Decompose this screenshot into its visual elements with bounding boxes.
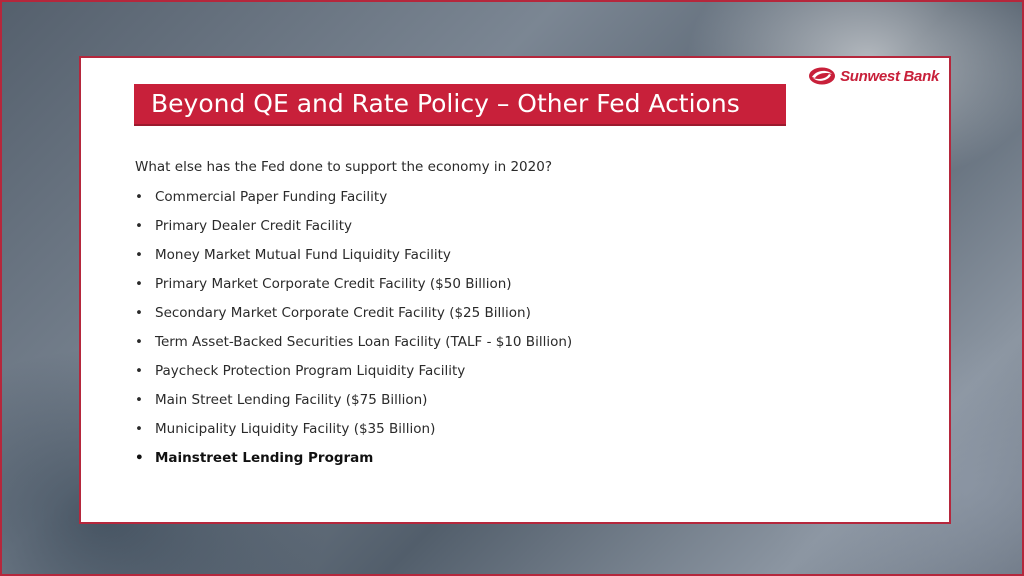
bullet-dot-icon: • (135, 392, 143, 408)
bullet-text: Primary Dealer Credit Facility (155, 218, 352, 234)
bullet-item: • Primary Dealer Credit Facility (131, 215, 572, 244)
bullet-dot-icon: • (135, 218, 143, 234)
sunwest-swirl-icon (809, 67, 836, 85)
bullet-item: • Main Street Lending Facility ($75 Billi… (131, 389, 572, 418)
bullet-item: • Term Asset-Backed Securities Loan Facil… (131, 331, 572, 360)
bullet-item: • Mainstreet Lending Program (131, 447, 572, 476)
logo-text: Sunwest Bank (840, 67, 939, 85)
bullet-dot-icon: • (135, 247, 143, 263)
bullet-text: Commercial Paper Funding Facility (155, 189, 388, 205)
bullet-text: Main Street Lending Facility ($75 Billio… (155, 392, 428, 408)
bullet-text: Municipality Liquidity Facility ($35 Bil… (155, 421, 436, 437)
slide-title: Beyond QE and Rate Policy – Other Fed Ac… (134, 84, 786, 126)
bullet-text: Secondary Market Corporate Credit Facili… (155, 305, 531, 321)
bullet-item: • Money Market Mutual Fund Liquidity Faci… (131, 244, 572, 273)
bullet-item: • Primary Market Corporate Credit Facilit… (131, 273, 572, 302)
bullet-dot-icon: • (135, 189, 143, 205)
bullet-dot-icon: • (135, 334, 143, 350)
bullet-item: • Commercial Paper Funding Facility (131, 186, 572, 215)
bullet-item: • Paycheck Protection Program Liquidity F… (131, 360, 572, 389)
bullet-item: • Municipality Liquidity Facility ($35 Bi… (131, 418, 572, 447)
bullet-text: Mainstreet Lending Program (155, 450, 374, 466)
bullet-text: Primary Market Corporate Credit Facility… (155, 276, 512, 292)
bullet-dot-icon: • (135, 450, 144, 466)
bullet-dot-icon: • (135, 276, 143, 292)
intro-question: What else has the Fed done to support th… (135, 159, 552, 175)
sunwest-bank-logo: Sunwest Bank (807, 64, 939, 88)
bullet-dot-icon: • (135, 421, 143, 437)
bullet-dot-icon: • (135, 363, 143, 379)
bullet-list: • Commercial Paper Funding Facility • Prima… (131, 186, 572, 476)
bullet-text: Paycheck Protection Program Liquidity Fa… (155, 363, 466, 379)
slide-content-card: Sunwest Bank Beyond QE and Rate Policy –… (79, 56, 951, 524)
bullet-text: Term Asset-Backed Securities Loan Facili… (155, 334, 573, 350)
bullet-dot-icon: • (135, 305, 143, 321)
bullet-text: Money Market Mutual Fund Liquidity Facil… (155, 247, 451, 263)
bullet-item: • Secondary Market Corporate Credit Facil… (131, 302, 572, 331)
